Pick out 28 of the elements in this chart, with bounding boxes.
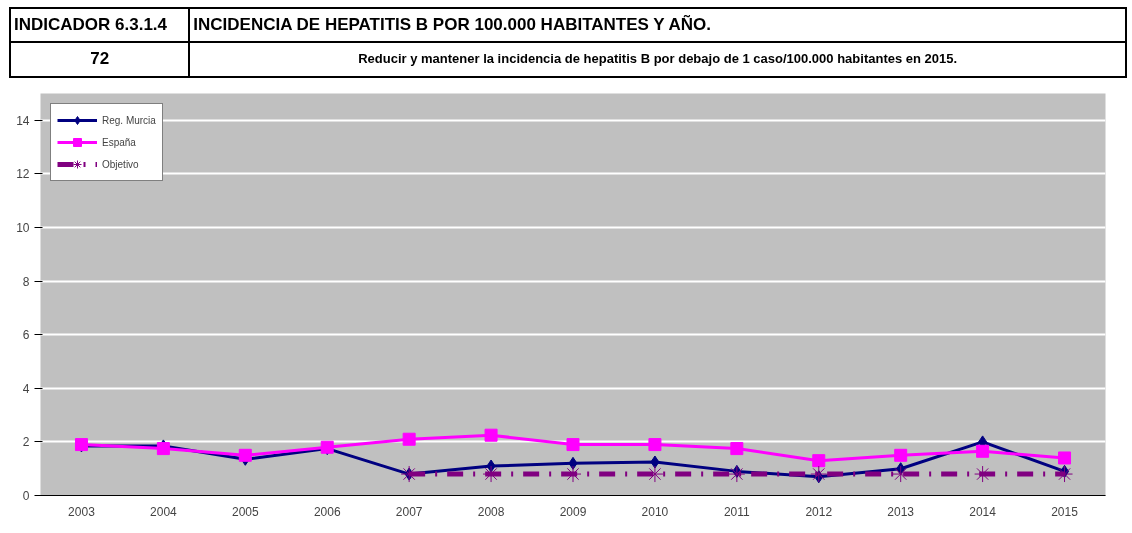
y-tick-label: 8	[22, 274, 30, 289]
legend-label: Reg. Murcia	[102, 114, 156, 126]
chart-subtitle: Reducir y mantener la incidencia de hepatitis B por debajo de 1 caso/100.000 habitantes en 2015.	[189, 42, 1126, 77]
x-tick-label: 2005	[231, 504, 259, 519]
x-tick-label: 2003	[68, 504, 96, 519]
y-tick-label: 10	[16, 221, 30, 235]
legend-label: Objetivo	[102, 158, 139, 170]
x-tick-label: 2006	[313, 504, 341, 519]
x-tick-label: 2004	[150, 504, 178, 519]
x-tick-label: 2010	[641, 504, 669, 519]
x-tick-label: 2007	[395, 504, 423, 519]
y-tick-label: 6	[22, 328, 30, 343]
x-tick-label: 2011	[723, 504, 751, 519]
y-tick-label: 2	[22, 435, 30, 450]
text: INDICADOR 6.3.1.4	[10, 8, 190, 43]
text: 72	[10, 42, 190, 77]
y-tick-label: 14	[16, 113, 30, 128]
x-tick-label: 2015	[1051, 504, 1079, 519]
y-tick-label: 4	[22, 381, 30, 396]
y-tick-label: 12	[16, 167, 30, 182]
y-tick-label: 0	[22, 489, 30, 503]
x-tick-label: 2008	[477, 504, 505, 519]
legend-label: España	[102, 136, 136, 148]
x-tick-label: 2013	[887, 504, 915, 519]
x-tick-label: 2012	[805, 504, 833, 519]
chart-title: INCIDENCIA DE HEPATITIS B POR 100.000 HABITANTES Y AÑO.	[189, 8, 1126, 43]
x-tick-label: 2014	[969, 504, 997, 519]
x-tick-label: 2009	[559, 504, 587, 519]
